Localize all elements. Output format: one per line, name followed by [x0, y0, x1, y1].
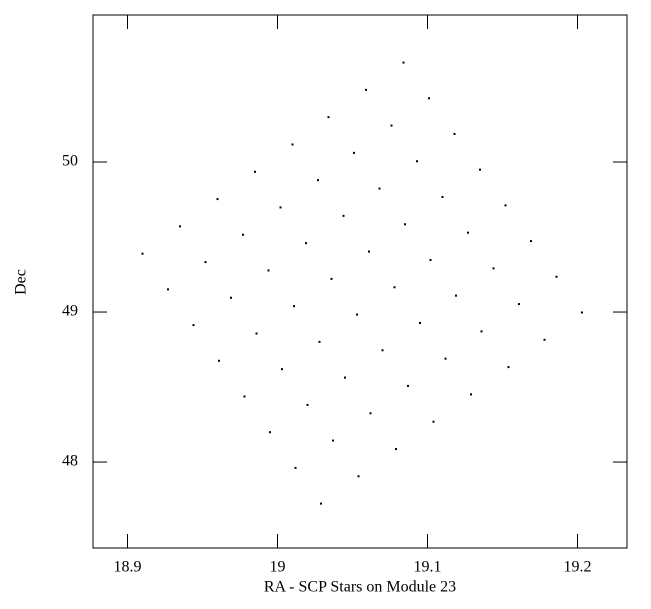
x-axis-label: RA - SCP Stars on Module 23 [264, 579, 456, 596]
star-point [470, 393, 472, 396]
star-point [167, 288, 169, 291]
star-point [581, 311, 583, 314]
star-point [243, 395, 246, 398]
star-point [254, 170, 256, 173]
star-point [317, 179, 319, 182]
star-point [242, 233, 244, 236]
y-tick-label: 49 [62, 303, 78, 320]
x-tick-label: 19 [270, 559, 286, 576]
star-point [141, 252, 144, 255]
star-point [279, 206, 282, 209]
star-point [378, 187, 381, 190]
star-point [365, 88, 367, 91]
star-point [444, 357, 447, 360]
star-point [293, 305, 295, 308]
star-point [429, 258, 432, 261]
star-point [504, 204, 507, 207]
star-point [306, 403, 309, 406]
star-point [332, 439, 334, 442]
x-tick-label: 19.2 [564, 559, 592, 576]
star-point [255, 332, 258, 335]
star-point [353, 151, 355, 154]
star-point [507, 366, 510, 369]
star-point [368, 250, 370, 253]
star-point [269, 431, 271, 434]
star-point [404, 223, 406, 226]
star-point [428, 97, 430, 100]
star-point [342, 214, 345, 217]
star-point [356, 313, 358, 316]
star-point [291, 143, 294, 146]
x-tick-label: 18.9 [114, 559, 142, 576]
plot-frame [92, 14, 628, 549]
star-point [294, 466, 297, 469]
star-point [381, 349, 384, 352]
star-point [467, 231, 469, 234]
star-point [393, 286, 396, 289]
star-point [453, 132, 456, 135]
x-tick-label: 19.1 [414, 559, 442, 576]
star-point [518, 303, 520, 306]
star-point [281, 368, 283, 371]
y-tick-label: 48 [62, 453, 78, 470]
star-point [479, 168, 481, 171]
star-point [480, 330, 483, 333]
star-point [330, 277, 333, 280]
star-point [216, 198, 219, 201]
star-point [192, 324, 195, 327]
star-point [344, 376, 346, 379]
star-point [218, 359, 220, 362]
star-point [419, 321, 421, 324]
star-point [555, 275, 558, 278]
star-point [369, 412, 372, 415]
star-point [305, 242, 307, 245]
star-point [432, 420, 435, 423]
y-tick-label: 50 [62, 153, 78, 170]
star-point [530, 240, 532, 243]
star-point [390, 124, 393, 127]
star-point [318, 340, 321, 343]
star-point [407, 384, 409, 387]
y-axis-label: Dec [13, 269, 30, 295]
star-point [492, 267, 495, 270]
star-point [327, 116, 330, 119]
star-point [357, 475, 360, 478]
star-point [402, 61, 405, 64]
star-point [204, 261, 207, 264]
star-point [441, 195, 444, 198]
star-point [230, 296, 232, 299]
star-point [543, 338, 546, 341]
star-point [455, 294, 457, 297]
star-point [395, 447, 397, 450]
star-point [267, 269, 270, 272]
star-point [179, 225, 181, 228]
star-point [416, 160, 418, 163]
star-point [320, 502, 322, 505]
